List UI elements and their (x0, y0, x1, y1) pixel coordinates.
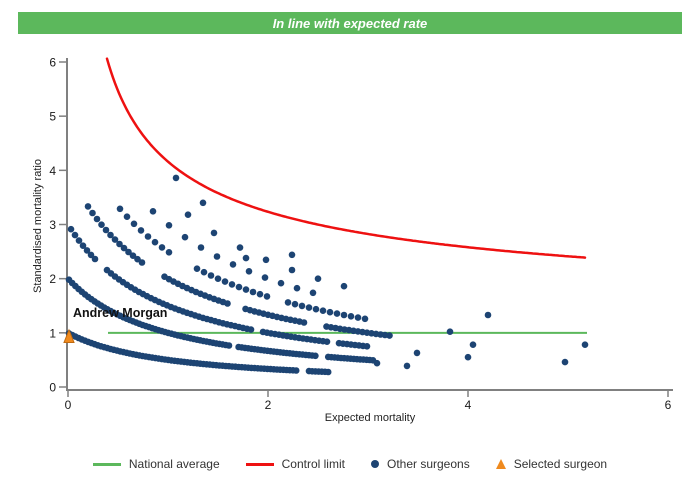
y-axis-tick-label: 2 (49, 272, 56, 286)
x-axis-tick-label: 0 (65, 398, 72, 412)
y-axis-tick-label: 6 (49, 55, 56, 69)
plot-canvas[interactable]: 0 1 2 3 4 5 6 0 2 4 6 (0, 0, 700, 432)
other-surgeons-dot-icon (370, 460, 379, 468)
status-banner: In line with expected rate (18, 12, 682, 34)
x-axis-tick-label: 2 (265, 398, 272, 412)
selected-surgeon-point[interactable] (63, 328, 75, 343)
y-axis-tick-label: 4 (49, 164, 56, 178)
y-axis-tick-label: 3 (49, 218, 56, 232)
legend-label: Other surgeons (386, 457, 470, 471)
control-limit-line-icon (245, 462, 274, 466)
selected-surgeon-label: Andrew Morgan (73, 306, 168, 320)
y-axis-tick-label: 0 (49, 381, 56, 395)
legend-label: Control limit (281, 457, 345, 471)
y-axis-tick-label: 5 (49, 110, 56, 124)
x-axis-title: Expected mortality (324, 412, 416, 424)
y-axis-tick-label: 1 (49, 326, 56, 340)
legend-item-national-average: National average (92, 457, 220, 471)
legend-label: National average (128, 457, 220, 471)
legend-item-other-surgeons: Other surgeons (370, 457, 470, 471)
other-surgeons-points[interactable] (65, 174, 589, 376)
legend-label: Selected surgeon (513, 457, 608, 471)
legend-item-selected-surgeon: Selected surgeon (495, 457, 608, 471)
x-axis-tick-label: 6 (665, 398, 672, 412)
national-average-line-icon (92, 462, 121, 466)
tick-marks: 0 1 2 3 4 5 6 0 2 4 6 (49, 55, 671, 412)
legend: National average Control limit Other sur… (0, 457, 700, 471)
x-axis-tick-label: 4 (465, 398, 472, 412)
control-limit-curve (105, 57, 587, 259)
y-axis-title: Standardised mortality ratio (32, 159, 44, 293)
selected-surgeon-triangle-icon (495, 459, 506, 469)
axes (66, 58, 673, 391)
legend-item-control-limit: Control limit (245, 457, 345, 471)
